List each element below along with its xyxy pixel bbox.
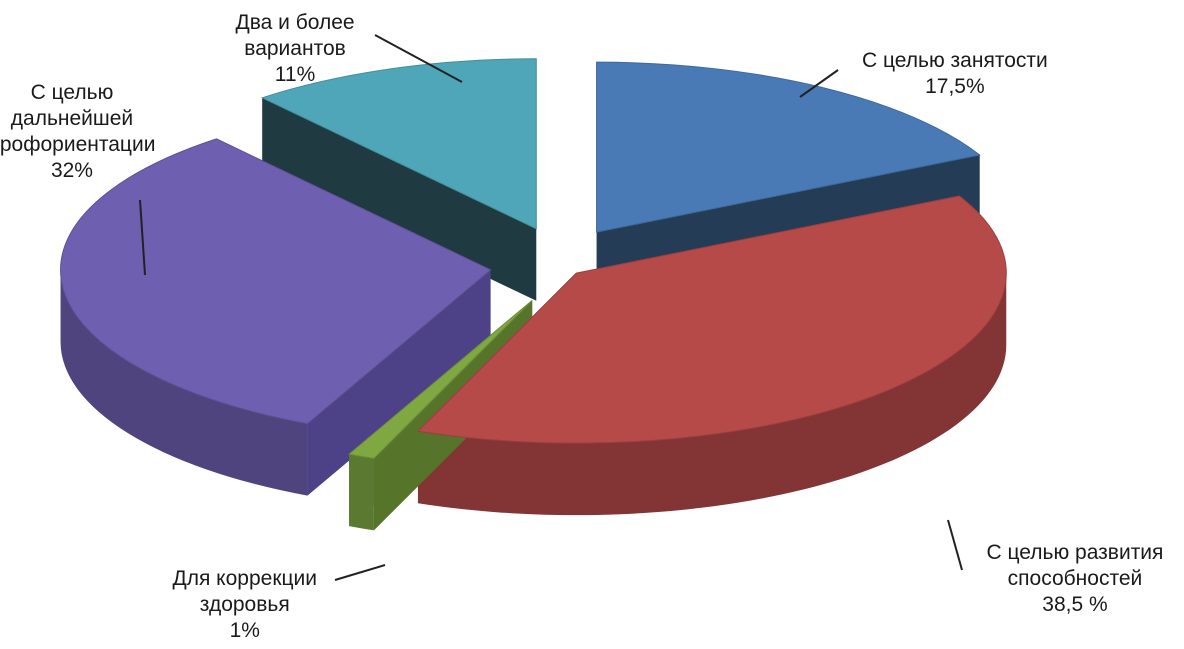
slice-value-label: 38,5 % (1042, 593, 1108, 616)
slice-label-line: С целью занятости (862, 49, 1048, 72)
slice-label-career: С целью дальнейшей профориентации 32% (0, 80, 155, 184)
slice-label-line: профориентации (0, 133, 156, 156)
slice-value-label: 11% (274, 63, 316, 86)
leader-line-employment (799, 69, 839, 98)
slice-label-health: Для коррекции здоровья 1% (173, 566, 318, 644)
slice-side-multiple (262, 97, 537, 301)
leader-line-multiple (374, 34, 463, 83)
slice-label-line: способностей (1007, 567, 1143, 590)
slice-rim-health-0 (349, 454, 374, 531)
leader-line-abilities (947, 519, 963, 571)
slice-wall-career-0 (307, 269, 491, 496)
slice-label-line: С целью (30, 81, 114, 104)
slice-wall-multiple-0 (262, 97, 537, 301)
slice-health (347, 299, 533, 459)
slice-label-employment: С целью занятости 17,5% (862, 48, 1048, 100)
slice-label-abilities: С целью развития способностей 38,5 % (987, 540, 1164, 618)
slice-multiple (260, 58, 537, 230)
slice-rim-career-0 (60, 269, 308, 496)
slice-label-multiple: Два и более вариантов 11% (236, 10, 355, 88)
slice-value-label: 17,5% (925, 75, 985, 98)
leader-lines (139, 34, 963, 581)
slice-career (60, 138, 492, 425)
slice-label-line: Для коррекции (172, 567, 318, 590)
leader-line-health (334, 564, 386, 581)
slice-label-line: Два и более (235, 11, 355, 34)
slice-label-line: здоровья (199, 593, 290, 616)
slice-value-label: 1% (229, 619, 260, 642)
slice-rim-abilities-0 (417, 273, 1007, 516)
slice-tops (60, 58, 1007, 459)
slice-label-line: С целью развития (986, 541, 1164, 564)
slice-label-line: вариантов (244, 37, 346, 60)
slice-employment (596, 61, 981, 233)
slice-label-line: дальнейшей (10, 107, 134, 130)
slice-abilities (416, 195, 1007, 444)
slice-value-label: 32% (50, 159, 93, 182)
leader-line-career (139, 199, 146, 276)
